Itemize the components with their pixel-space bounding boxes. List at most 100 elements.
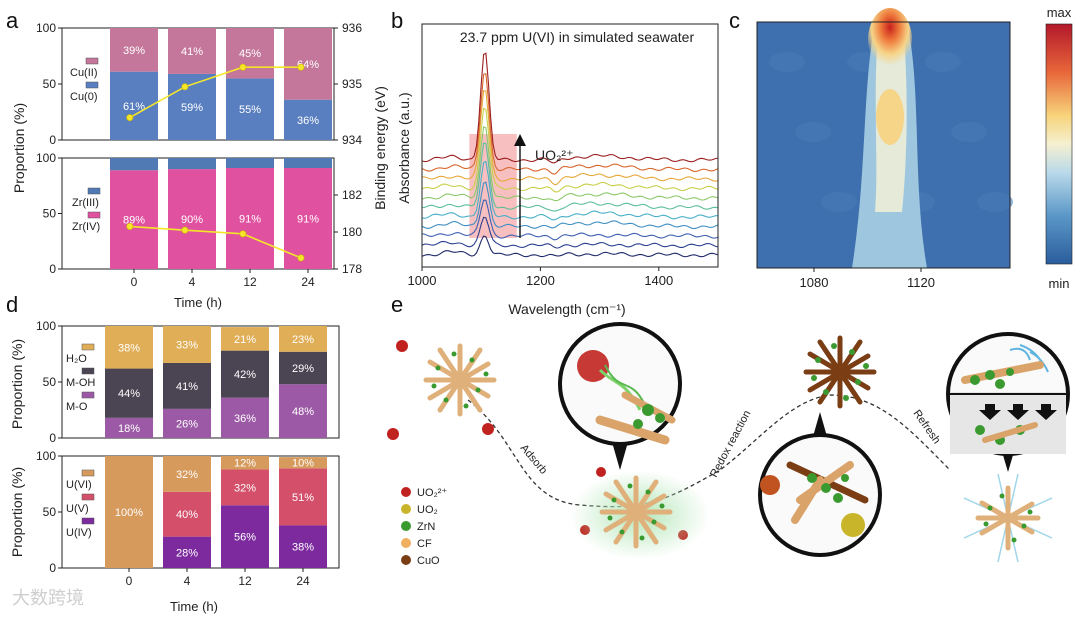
bar-U(VI) xyxy=(221,456,269,470)
binding-energy-point xyxy=(297,63,305,71)
x-tick-label: 0 xyxy=(126,574,133,588)
bar-U(VI) xyxy=(279,457,327,469)
heatmap-peak xyxy=(868,8,912,72)
data-label: 51% xyxy=(292,492,314,504)
legend-label: ZrN xyxy=(417,521,435,533)
y-tick-label: 100 xyxy=(36,21,56,35)
data-label: 89% xyxy=(123,215,145,227)
x-tick-label: 1080 xyxy=(800,275,829,290)
bar-H₂O xyxy=(279,326,327,352)
panel-e-schematic: Adsorb Redox reaction Refresh UO₂²⁺ UO₂ … xyxy=(387,322,1070,567)
bar-M-O xyxy=(163,408,211,438)
y-axis-label: Proportion (%) xyxy=(9,467,25,557)
data-label: 44% xyxy=(118,388,140,400)
panel-label-c: c xyxy=(729,8,740,33)
d-bottom-chart: 0 50 100 100% 0 28% 40% 32% 4 56% 32% 12% 12 38% 51% 10… xyxy=(9,449,340,614)
y-tick-label: 0 xyxy=(49,262,56,276)
legend-label: H₂O xyxy=(66,353,87,365)
legend-swatch xyxy=(81,343,95,351)
y-tick-label: 0 xyxy=(49,431,56,445)
spectrum-line xyxy=(421,52,719,164)
legend-swatch xyxy=(85,57,99,65)
step-label-refresh: Refresh xyxy=(911,408,943,446)
panel-e-legend: UO₂²⁺ UO₂ ZrN CF CuO xyxy=(401,487,447,567)
legend-swatch xyxy=(81,469,95,477)
y-tick-label: 0 xyxy=(49,133,56,147)
bar-Cu(II) xyxy=(168,28,216,74)
bar-H₂O xyxy=(105,326,153,369)
x-tick-label: 1000 xyxy=(408,273,437,288)
x-tick-label: 1200 xyxy=(526,273,555,288)
legend-swatch xyxy=(81,493,95,501)
bar-U(VI) xyxy=(163,456,211,492)
data-label: 41% xyxy=(181,46,203,58)
bar-Cu(II) xyxy=(110,28,158,72)
legend-label: Zr(IV) xyxy=(72,221,100,233)
zoom-bubble-refresh xyxy=(946,332,1070,472)
bar-Zr(III) xyxy=(168,158,216,170)
legend-swatch xyxy=(81,367,95,375)
chart-title: 23.7 ppm U(VI) in simulated seawater xyxy=(460,29,695,45)
y-axis-label: Absorbance (a.u.) xyxy=(396,92,412,203)
data-label: 32% xyxy=(234,482,256,494)
y-tick-label: 50 xyxy=(43,375,57,389)
uranyl-ion xyxy=(482,423,494,435)
data-label: 40% xyxy=(176,509,198,521)
legend-swatch xyxy=(401,538,411,548)
data-label: 59% xyxy=(181,102,203,114)
legend-label: UO₂²⁺ xyxy=(417,487,447,499)
bar-M-OH xyxy=(163,362,211,409)
spectrum-line xyxy=(421,216,719,249)
zoom-bubble-adsorb xyxy=(558,322,682,470)
bar-Zr(IV) xyxy=(226,167,274,269)
bar-Zr(IV) xyxy=(284,167,332,269)
y2-tick-label: 936 xyxy=(342,21,362,35)
bar-Zr(IV) xyxy=(168,169,216,269)
bar-M-OH xyxy=(279,351,327,385)
x-tick-label: 12 xyxy=(238,574,252,588)
legend-swatch xyxy=(401,487,411,497)
bar-M-O xyxy=(105,417,153,438)
panel-a: 05010061%39%59%41%55%45%36%64%934935936C… xyxy=(11,21,388,310)
data-label: 91% xyxy=(297,213,319,225)
panel-b: 1000 1200 1400 Wavelength (cm⁻¹) Absorbance … xyxy=(396,23,719,317)
contour-patch xyxy=(925,52,961,72)
contour-patch xyxy=(769,52,805,72)
legend-label: M-O xyxy=(66,401,88,413)
binding-energy-point xyxy=(181,83,189,91)
uranyl-ion xyxy=(596,467,606,477)
x-tick-label: 1400 xyxy=(644,273,673,288)
a-top-chart: 05010061%39%59%41%55%45%36%64%934935936C… xyxy=(11,21,388,210)
bar-U(VI) xyxy=(105,456,153,568)
data-label: 36% xyxy=(234,413,256,425)
panel-d: 0 50 100 18% 44% 38% 26% 41% 33% 36% 42% 21% 48% 29% 2… xyxy=(9,319,340,614)
y-axis-label: Proportion (%) xyxy=(11,103,27,193)
legend-label: U(V) xyxy=(66,503,89,515)
arrow-label: UO₂²⁺ xyxy=(535,147,574,163)
data-label: 38% xyxy=(118,342,140,354)
bar-U(V) xyxy=(221,469,269,506)
data-label: 29% xyxy=(292,363,314,375)
heatmap-hotspot xyxy=(876,89,904,145)
data-label: 39% xyxy=(123,45,145,57)
y-tick-label: 100 xyxy=(36,151,56,165)
data-label: 38% xyxy=(292,542,314,554)
bar-Zr(IV) xyxy=(110,170,158,269)
panel-label-e: e xyxy=(391,292,404,317)
plot-frame xyxy=(421,23,719,268)
spectrum-line xyxy=(421,235,719,258)
bar-Cu(II) xyxy=(284,28,332,100)
data-label: 10% xyxy=(292,458,314,470)
data-label: 91% xyxy=(239,213,261,225)
bar-U(IV) xyxy=(221,505,269,568)
bar-U(V) xyxy=(163,491,211,537)
fiber-cluster-refreshed xyxy=(963,473,1053,563)
binding-energy-point xyxy=(126,114,134,122)
fiber-cluster-initial xyxy=(423,343,497,417)
bar-H₂O xyxy=(163,326,211,363)
data-label: 32% xyxy=(176,469,198,481)
bar-M-O xyxy=(221,397,269,438)
legend-swatch xyxy=(401,504,411,514)
y2-tick-label: 178 xyxy=(342,262,362,276)
x-tick-label: 12 xyxy=(243,275,257,289)
